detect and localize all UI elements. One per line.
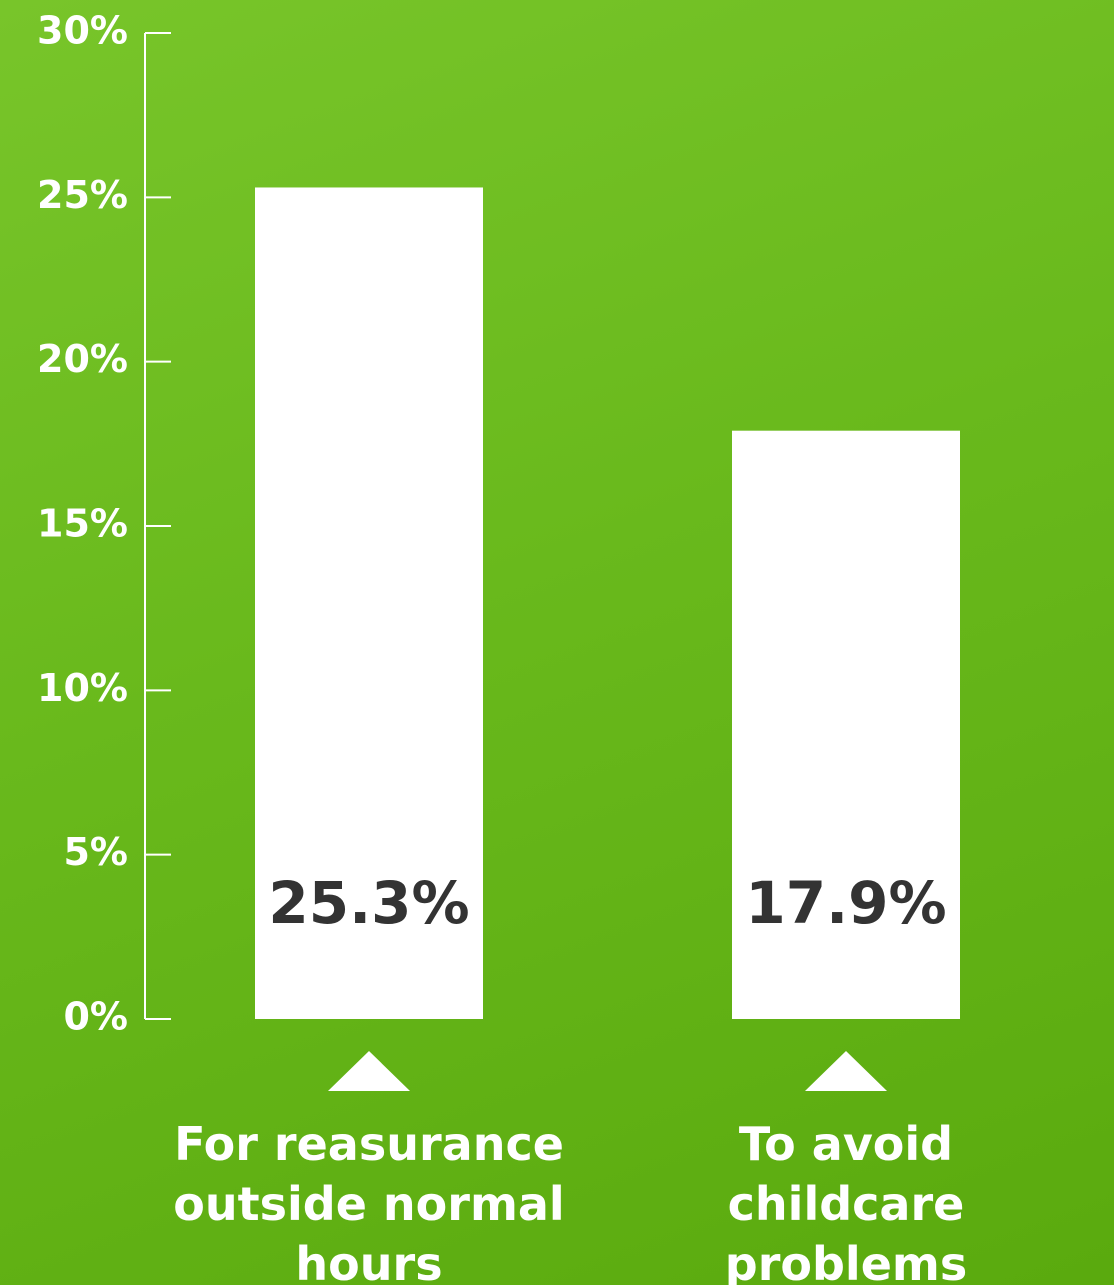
y-tick-label: 20% [37,337,128,381]
pointer-triangle [328,1051,410,1091]
y-tick-label: 25% [37,173,128,217]
y-tick-label: 15% [37,502,128,546]
value-label: 17.9% [745,869,946,937]
y-tick-label: 0% [63,995,128,1039]
y-tick-label: 10% [37,666,128,710]
bar [255,187,483,1019]
y-tick-label: 5% [63,830,128,874]
bar [732,430,960,1020]
x-tick-label: To avoid childcare problems [724,1117,968,1285]
x-tick-label: For reasurance outside normal hours [173,1117,565,1285]
pointer-triangle [805,1051,887,1091]
y-tick-label: 30% [37,9,128,53]
value-label: 25.3% [268,869,469,937]
